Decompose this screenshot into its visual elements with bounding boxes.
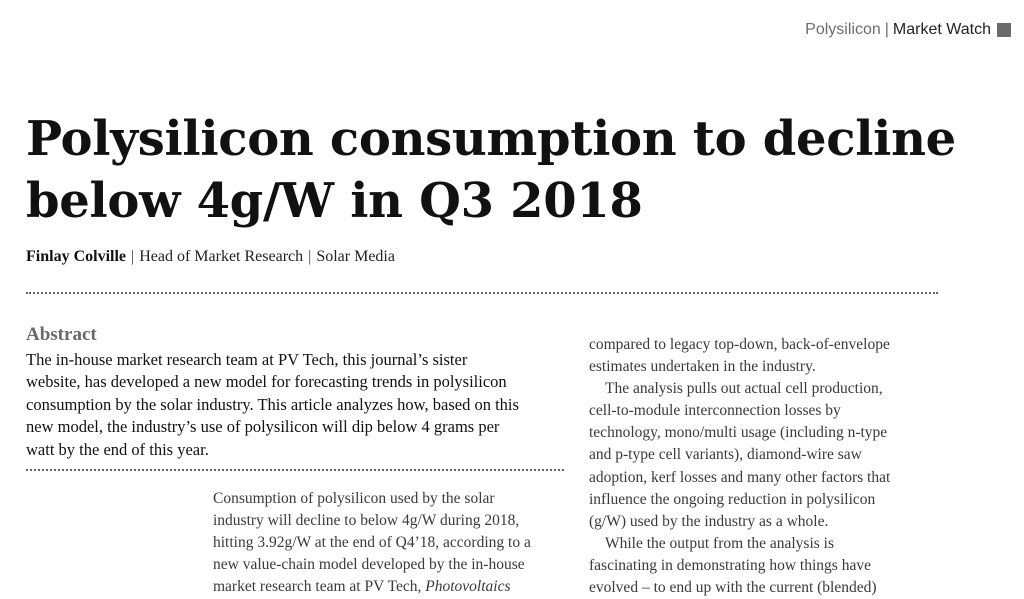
author-name: Finlay Colville	[26, 248, 126, 265]
body-line: adoption, kerf losses and many other fac…	[589, 468, 891, 486]
byline-separator: |	[308, 248, 312, 265]
section-tag: Market Watch	[892, 21, 991, 38]
article-title-line-1: Polysilicon consumption to decline	[26, 111, 956, 167]
body-paragraph: Consumption of polysilicon used by the s…	[213, 488, 563, 598]
author-role: Head of Market Research	[139, 248, 304, 265]
body-line: and p-type cell variants), diamond-wire …	[589, 446, 862, 464]
body-line: fascinating in demonstrating how things …	[589, 556, 871, 574]
body-line: Consumption of polysilicon used by the s…	[213, 490, 495, 507]
abstract-dotted-divider	[26, 469, 564, 471]
running-header: Polysilicon | Market Watch	[805, 20, 1011, 40]
body-line: compared to legacy top-down, back-of-env…	[589, 336, 890, 353]
body-line: influence the ongoing reduction in polys…	[589, 490, 876, 508]
abstract-line: watt by the end of this year.	[26, 439, 209, 459]
byline-separator: |	[131, 248, 135, 265]
dotted-divider	[26, 292, 938, 294]
abstract-line: consumption by the solar industry. This …	[26, 394, 519, 414]
body-line-text: market research team at PV Tech,	[213, 578, 426, 596]
author-organisation: Solar Media	[316, 248, 395, 265]
body-column-2: compared to legacy top-down, back-of-env…	[589, 334, 934, 599]
abstract-line: The in-house market research team at PV …	[26, 350, 468, 369]
abstract-line: new model, the industry’s use of polysil…	[26, 417, 500, 437]
abstract-heading: Abstract	[26, 324, 97, 345]
body-line: new value-chain model developed by the i…	[213, 556, 525, 574]
section-marker-square	[997, 23, 1011, 37]
body-paragraph: The analysis pulls out actual cell produ…	[589, 378, 934, 533]
body-line: industry will decline to below 4g/W duri…	[213, 512, 520, 530]
body-line: estimates undertaken in the industry.	[589, 358, 816, 376]
abstract-text: The in-house market research team at PV …	[26, 349, 571, 461]
article-title: Polysilicon consumption to decline below…	[26, 108, 986, 232]
body-line: evolved – to end up with the current (bl…	[589, 579, 877, 597]
body-line: market research team at PV Tech, Photovo…	[213, 576, 563, 598]
body-line: The analysis pulls out actual cell produ…	[605, 380, 883, 398]
byline: Finlay Colville | Head of Market Research |…	[26, 246, 395, 268]
header-separator: |	[884, 21, 889, 38]
body-line: technology, mono/multi usage (including …	[589, 424, 888, 442]
body-line: hitting 3.92g/W at the end of Q4’18, acc…	[213, 534, 531, 552]
body-line: cell-to-module interconnection losses by	[589, 402, 841, 420]
section-name: Polysilicon	[805, 21, 881, 38]
abstract-line: website, has developed a new model for f…	[26, 372, 507, 392]
body-column-1: Consumption of polysilicon used by the s…	[213, 488, 563, 598]
body-paragraph: While the output from the analysis is fa…	[589, 533, 934, 599]
publication-name: Photovoltaics	[425, 578, 511, 596]
article-title-line-2: below 4g/W in Q3 2018	[26, 173, 643, 229]
body-line: (g/W) used by the industry as a whole.	[589, 512, 829, 530]
body-line: While the output from the analysis is	[605, 534, 835, 552]
body-paragraph: compared to legacy top-down, back-of-env…	[589, 334, 934, 378]
